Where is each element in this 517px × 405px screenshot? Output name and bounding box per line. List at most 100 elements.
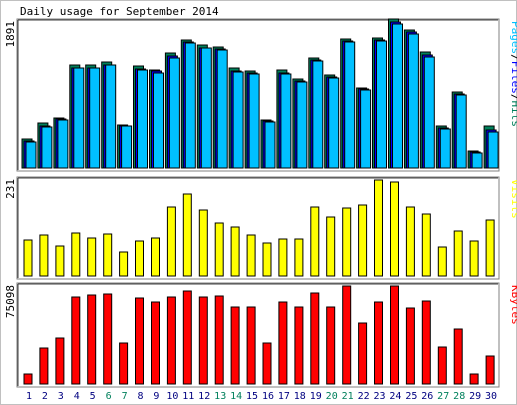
bar-kbytes-day-27 [437, 346, 447, 385]
x-tick-label: 8 [137, 391, 143, 402]
bar-kbytes-day-20 [326, 306, 336, 385]
x-tick-label: 20 [326, 391, 338, 402]
bar-pages-day-7 [121, 125, 133, 169]
bar-visits-day-6 [103, 233, 113, 277]
x-tick-label: 15 [246, 391, 258, 402]
bar-visits-day-16 [262, 242, 272, 277]
x-tick-label: 16 [262, 391, 274, 402]
x-tick-label: 25 [405, 391, 417, 402]
bar-kbytes-day-6 [103, 293, 113, 385]
bar-visits-day-2 [39, 234, 49, 277]
bar-pages-day-27 [439, 128, 451, 169]
bar-visits-day-4 [71, 232, 81, 277]
bar-pages-day-19 [312, 60, 324, 169]
bar-visits-day-13 [214, 222, 224, 277]
bar-visits-day-10 [166, 206, 176, 277]
y-max-label: 1891 [4, 21, 17, 48]
bar-kbytes-day-1 [23, 373, 33, 385]
legend-kbytes: KBytes [509, 285, 517, 325]
x-tick-label: 26 [421, 391, 433, 402]
bar-kbytes-day-4 [71, 296, 81, 385]
bar-kbytes-day-3 [55, 337, 65, 385]
x-tick-label: 14 [230, 391, 242, 402]
bar-visits-day-23 [374, 179, 383, 277]
legend-files: Files [509, 61, 517, 94]
bar-visits-day-21 [342, 207, 352, 277]
bar-pages-day-6 [105, 64, 117, 169]
x-tick-label: 23 [373, 391, 385, 402]
bar-kbytes-day-28 [453, 328, 463, 385]
y-max-label: 75098 [4, 285, 17, 318]
x-tick-label: 11 [182, 391, 194, 402]
bar-visits-day-28 [453, 230, 463, 277]
x-tick-label: 6 [106, 391, 112, 402]
bar-kbytes-day-21 [342, 285, 352, 385]
bar-kbytes-day-14 [230, 306, 240, 385]
bar-pages-day-5 [89, 67, 101, 169]
bar-pages-day-10 [168, 57, 180, 169]
bar-kbytes-day-30 [485, 355, 495, 385]
bar-kbytes-day-22 [358, 322, 368, 385]
x-tick-label: 4 [74, 391, 80, 402]
bar-visits-day-17 [278, 238, 288, 277]
x-tick-label: 30 [485, 391, 497, 402]
bar-pages-day-14 [232, 71, 244, 169]
x-axis-day-labels: 1 2 3 4 5 6 7 8 9 10 11 12 13 14 15 16 17 18 19 20 21 22 23 24 2… [26, 391, 497, 402]
panel-legend: Visits [509, 179, 517, 219]
bar-visits-day-14 [230, 226, 240, 277]
x-tick-label: 29 [469, 391, 481, 402]
bar-visits-day-7 [119, 251, 129, 277]
x-tick-label: 5 [90, 391, 96, 402]
chart-title: Daily usage for September 2014 [20, 5, 219, 18]
x-tick-label: 10 [166, 391, 178, 402]
panel-hits-files-pages: 1891 Pages/Files/Hits [4, 18, 517, 172]
panel-legend: Pages/Files/Hits [509, 21, 517, 127]
bar-pages-day-8 [137, 69, 148, 169]
x-tick-label: 27 [437, 391, 449, 402]
bar-kbytes-day-29 [469, 373, 479, 385]
bar-visits-day-8 [135, 240, 144, 277]
bar-pages-day-26 [423, 56, 435, 169]
bar-kbytes-day-2 [39, 347, 49, 385]
bar-kbytes-day-19 [310, 292, 320, 385]
bar-pages-day-11 [184, 42, 196, 169]
x-tick-label: 3 [58, 391, 64, 402]
bar-visits-day-24 [390, 181, 399, 277]
bar-pages-day-18 [296, 81, 308, 169]
bar-visits-day-29 [469, 240, 479, 277]
bar-kbytes-day-26 [421, 300, 431, 385]
bar-pages-day-2 [41, 126, 53, 169]
panel-kbytes: 75098 KBytes [4, 282, 517, 388]
legend-pages: Pages [509, 21, 517, 54]
bar-visits-day-22 [358, 204, 368, 277]
x-tick-label: 9 [153, 391, 159, 402]
bar-kbytes-day-13 [214, 295, 224, 385]
bar-visits-day-30 [485, 219, 495, 277]
bar-pages-day-25 [407, 33, 419, 169]
x-tick-label: 24 [389, 391, 401, 402]
bar-kbytes-day-24 [390, 285, 399, 385]
x-tick-label: 13 [214, 391, 226, 402]
bar-pages-day-20 [328, 77, 340, 169]
bar-kbytes-day-10 [166, 296, 176, 385]
x-tick-label: 12 [198, 391, 210, 402]
panel-visits: 231 Visits [4, 176, 517, 280]
x-tick-label: 2 [42, 391, 48, 402]
panel-frame [16, 176, 500, 280]
bar-kbytes-day-8 [135, 297, 144, 385]
bar-visits-day-20 [326, 216, 336, 277]
bar-visits-day-25 [405, 206, 415, 277]
x-tick-label: 22 [358, 391, 370, 402]
bar-kbytes-day-25 [405, 307, 415, 385]
bar-pages-day-4 [73, 67, 85, 169]
bar-pages-day-12 [200, 47, 212, 169]
x-tick-label: 1 [26, 391, 32, 402]
bar-pages-day-28 [455, 94, 467, 169]
bar-pages-day-22 [360, 89, 372, 169]
bar-visits-day-9 [151, 237, 160, 277]
bar-visits-day-15 [246, 234, 256, 277]
bar-visits-day-3 [55, 245, 65, 277]
x-tick-label: 7 [122, 391, 128, 402]
